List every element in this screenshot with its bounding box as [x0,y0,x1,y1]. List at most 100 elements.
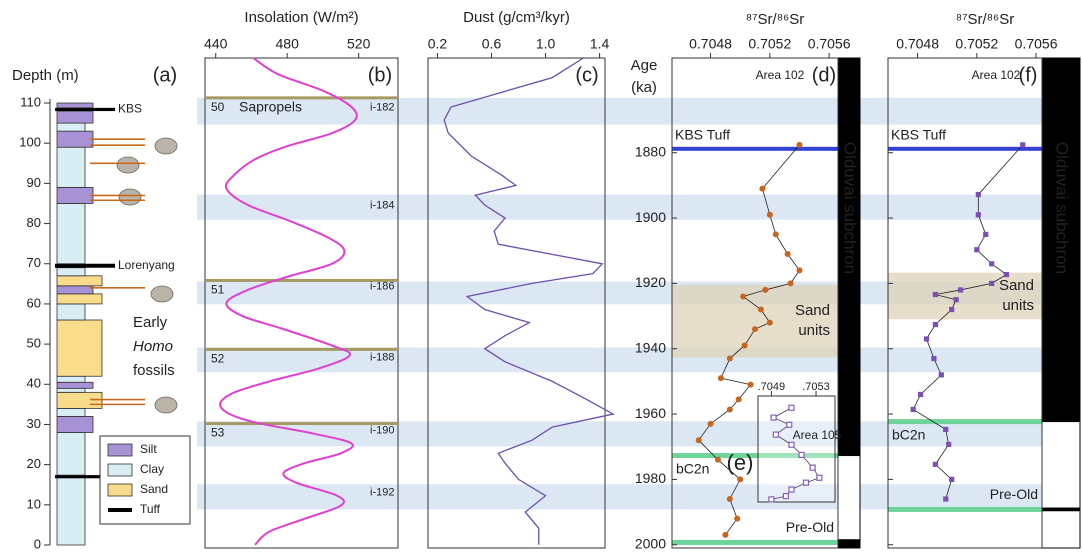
cycle-label: i-188 [370,351,394,363]
tuff-layer [55,263,115,268]
cycle-label: i-186 [370,281,394,293]
layer [56,432,86,476]
polarity-boundary [672,453,838,459]
sapropel-line [205,347,398,351]
profile-line [443,57,615,545]
sr-point [932,461,938,467]
sand-units-label: units [798,322,830,339]
sr-point [1020,142,1026,148]
y-tick-label: 60 [27,295,41,310]
tuff-layer [55,107,115,112]
sr-point [975,212,981,218]
panel-label: (b) [368,64,392,86]
polarity-segment [837,455,861,541]
x-tick-label: 1.4 [590,36,610,52]
sr-point [752,326,758,333]
x-tick-label: 0.2 [428,36,448,52]
boundary-label: bC2n [676,460,709,476]
boundary-label: Pre-Old [786,519,834,535]
polarity-segment [1041,57,1081,423]
sr-point [989,261,995,267]
layer [56,407,86,417]
y-tick-label: 1920 [635,274,666,290]
x-tick-label: 0.6 [482,36,502,52]
y-tick-label: 10 [27,496,41,511]
panel-title: ⁸⁷Sr/⁸⁶Sr [956,11,1014,28]
sand-units-label: Sand [999,277,1034,294]
sr-point [802,479,810,486]
sr-point [788,441,795,448]
y-tick-label: 20 [27,456,41,471]
boundary-label: Pre-Old [990,486,1038,502]
sr-point [726,406,733,413]
layer-annotation: Lorenyang [118,258,175,272]
boundary-label: bC2n [892,426,925,442]
sand-units-label: units [1002,297,1034,314]
sr-point [932,321,938,328]
shaded-band [197,347,1042,373]
tuff-line [888,146,1042,151]
x-tick-label: 0.7052 [748,36,791,52]
sr-point [772,431,779,438]
polarity-boundary [888,419,1042,425]
y-axis-title: (ka) [631,79,657,96]
sr-point [910,406,916,413]
sr-point [740,293,747,300]
y-tick-label: 50 [27,336,41,351]
y-tick-label: 80 [27,215,41,230]
sr-point [768,496,775,503]
y-tick-label: 2000 [635,535,666,551]
y-tick-label: 110 [20,94,41,109]
area-label: Area 102 [756,68,805,82]
sand-units-label: Sand [795,302,830,319]
x-tick-label: .7049 [758,381,786,393]
layer [56,391,103,409]
x-tick-label: 480 [276,36,300,52]
sr-point [784,251,791,257]
layer [56,203,86,265]
panel-title: ⁸⁷Sr/⁸⁶Sr [746,11,804,28]
cycle-label: i-182 [370,102,394,114]
skull-icon [154,137,178,155]
legend-label: Clay [140,462,164,476]
sapropel-label: Sapropels [239,99,302,115]
fossil-label: Early [133,314,168,331]
sr-point [726,496,733,502]
sr-point [989,280,995,286]
panel-frame [204,57,399,549]
polarity-label: Olduvai subchron [841,142,860,274]
layer [56,303,86,321]
panel-title: Insolation (W/m²) [244,9,358,26]
layer [56,267,86,277]
sr-point [782,493,789,500]
polarity-segment [1041,510,1081,549]
y-tick-label: 70 [27,255,41,270]
sr-point [787,280,794,287]
y-tick-label: 1900 [635,209,666,225]
skull-icon [118,188,142,206]
tuff-label: KBS Tuff [675,127,730,143]
polarity-segment [1041,421,1081,509]
y-tick-label: 100 [19,135,41,150]
y-axis-title: Depth (m) [12,67,79,84]
legend-swatch [107,463,133,477]
sr-point [949,476,955,482]
sr-point [809,464,816,471]
x-tick-label: 0.7056 [1015,36,1058,52]
sr-point [762,286,769,293]
sr-point [766,211,773,218]
sr-point [788,486,795,493]
y-tick-label: 1880 [635,143,666,159]
sr-point [741,342,748,349]
sr-point [786,421,793,428]
sr-point [946,441,952,448]
fossil-label: fossils [133,362,175,379]
y-tick-label: 90 [27,175,41,190]
sapropel-line [205,278,398,282]
sr-point [938,372,944,378]
sr-point [796,141,803,148]
sr-point [917,391,924,398]
sr-point [759,185,766,192]
sr-point [772,231,779,238]
sand-units-band [672,284,838,358]
